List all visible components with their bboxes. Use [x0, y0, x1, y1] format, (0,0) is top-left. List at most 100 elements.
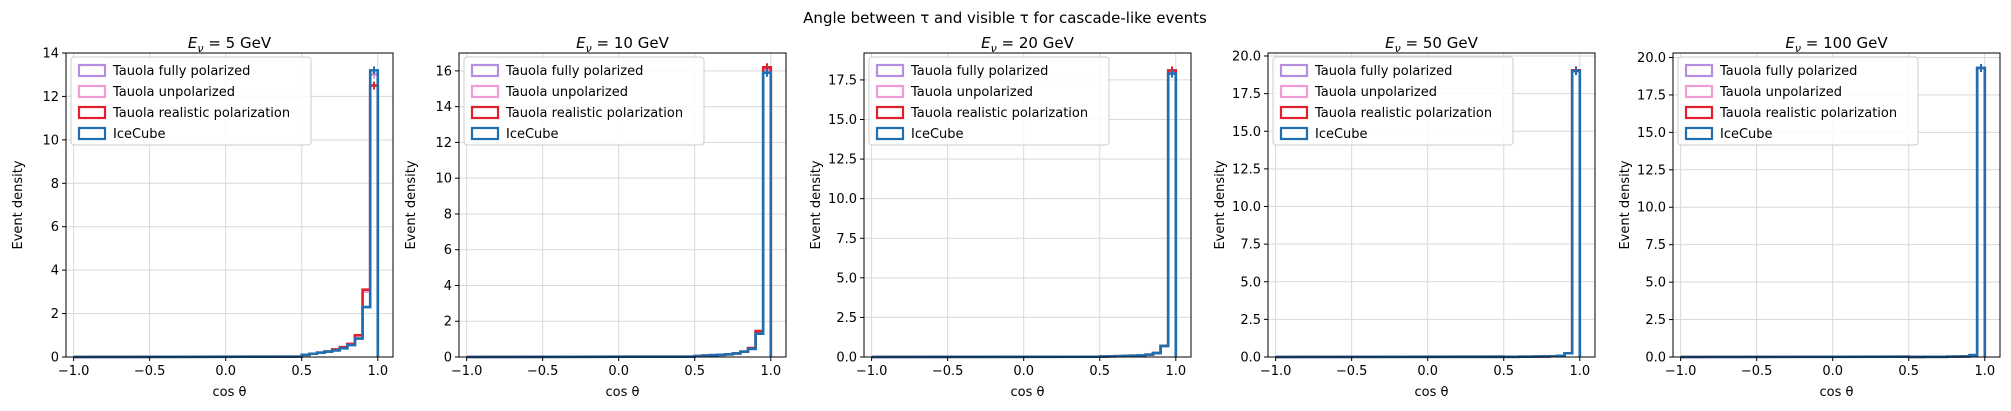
x-tick-label: −1.0: [451, 364, 483, 379]
legend-box: [868, 56, 1110, 146]
legend-box: [1677, 56, 1919, 146]
legend-swatch: [875, 126, 905, 141]
legend-swatch: [875, 84, 905, 99]
legend-swatch: [77, 84, 107, 99]
y-tick-label: 5.0: [836, 271, 857, 286]
x-tick-label: 0.5: [291, 364, 312, 379]
y-tick-label: 2.5: [1645, 313, 1666, 328]
tick-labels: −1.0 −0.5 0.0 0.5 1.0 0 2 4 6 8 10 12 14 16: [435, 64, 781, 379]
legend-entry: Tauola realistic polarization: [505, 106, 683, 121]
y-axis-label: Event density: [809, 160, 824, 249]
y-tick-label: 10: [42, 133, 59, 148]
y-axis-label: Event density: [1618, 160, 1633, 249]
y-tick-label: 17.5: [1232, 87, 1261, 102]
x-tick-label: −0.5: [1741, 364, 1773, 379]
x-tick-label: 0.5: [1089, 364, 1110, 379]
y-tick-label: 10.0: [828, 192, 857, 207]
chart-panel-5: −1.0 −0.5 0.0 0.5 1.0 0.0 2.5 5.0 7.5 10.0 12.5 15.…: [1618, 34, 2001, 400]
y-tick-label: 0.0: [1240, 351, 1261, 366]
y-tick-label: 6: [51, 220, 59, 235]
legend-entry: IceCube: [113, 127, 166, 142]
chart-panel-2: −1.0 −0.5 0.0 0.5 1.0 0 2 4 6 8 10 12 14 16 Eν = 10 Ge…: [404, 34, 787, 400]
x-axis-label: cos θ: [1011, 385, 1045, 400]
legend-swatch: [1279, 63, 1309, 78]
panel-title: Eν = 50 GeV: [1385, 34, 1478, 55]
y-tick-label: 17.5: [828, 73, 857, 88]
x-tick-label: 0.0: [1417, 364, 1438, 379]
x-tick-label: 1.0: [760, 364, 781, 379]
x-tick-label: 0.0: [215, 364, 236, 379]
y-tick-label: 15.0: [1637, 126, 1666, 141]
y-tick-label: 15.0: [1232, 125, 1261, 140]
tick-labels: −1.0 −0.5 0.0 0.5 1.0 0 2 4 6 8 10 12 14: [42, 47, 388, 380]
legend-box: [1272, 56, 1514, 146]
axes-frame: [65, 52, 394, 358]
legend-entry: Tauola realistic polarization: [112, 106, 290, 121]
legend-swatch: [470, 126, 500, 141]
legend-swatch: [1684, 105, 1714, 120]
x-tick-label: 0.0: [1822, 364, 1843, 379]
y-axis-label: Event density: [11, 160, 26, 249]
legend-swatch: [1279, 105, 1309, 120]
legend-box: [70, 56, 312, 146]
panel-title: Eν = 5 GeV: [188, 34, 272, 55]
legend-entry: Tauola realistic polarization: [1719, 106, 1897, 121]
y-tick-label: 0: [51, 351, 59, 366]
y-tick-label: 10: [435, 172, 452, 187]
x-tick-label: −0.5: [1336, 364, 1368, 379]
x-tick-label: 1.0: [1569, 364, 1590, 379]
y-tick-label: 10.0: [1637, 201, 1666, 216]
legend: Tauola fully polarized Tauola unpolarized…: [70, 56, 312, 146]
histogram-4: [871, 72, 1178, 359]
y-tick-label: 10.0: [1232, 200, 1261, 215]
y-tick-label: 2.5: [836, 311, 857, 326]
x-tick-label: 1.0: [367, 364, 388, 379]
y-axis-label: Event density: [404, 160, 419, 249]
chart-panel-4: −1.0 −0.5 0.0 0.5 1.0 0.0 2.5 5.0 7.5 10.0 12.5 15.…: [1213, 34, 1596, 400]
y-tick-label: 0.0: [1645, 351, 1666, 366]
legend-swatch: [470, 84, 500, 99]
y-tick-label: 20.0: [1232, 50, 1261, 65]
legend: Tauola fully polarized Tauola unpolarized…: [868, 56, 1110, 146]
y-tick-label: 7.5: [1645, 238, 1666, 253]
x-tick-label: 1.0: [1165, 364, 1186, 379]
legend-swatch: [470, 105, 500, 120]
legend-entry: IceCube: [911, 127, 964, 142]
x-tick-label: −0.5: [134, 364, 166, 379]
legend-entry: Tauola fully polarized: [1719, 64, 1857, 79]
y-tick-label: 12.5: [828, 153, 857, 168]
x-tick-label: −0.5: [932, 364, 964, 379]
legend-entry: Tauola fully polarized: [505, 64, 643, 79]
chart-panel-3: −1.0 −0.5 0.0 0.5 1.0 0.0 2.5 5.0 7.5 10.0 12.5 15.…: [809, 34, 1192, 400]
histogram-4: [73, 69, 380, 359]
legend: Tauola fully polarized Tauola unpolarized…: [1272, 56, 1514, 146]
axes-frame: [863, 52, 1192, 358]
legend-entry: IceCube: [506, 127, 559, 142]
y-tick-label: 14: [435, 100, 452, 115]
x-tick-label: −1.0: [1260, 364, 1292, 379]
axes-frame: [1672, 52, 2001, 358]
y-tick-label: 15.0: [828, 113, 857, 128]
panel-title: Eν = 10 GeV: [576, 34, 669, 55]
legend-entry: Tauola unpolarized: [112, 85, 235, 100]
x-tick-label: 0.0: [1013, 364, 1034, 379]
legend-swatch: [470, 63, 500, 78]
x-axis-label: cos θ: [213, 385, 247, 400]
legend-entry: Tauola realistic polarization: [1314, 106, 1492, 121]
x-tick-label: 0.5: [684, 364, 705, 379]
y-tick-label: 20.0: [1637, 51, 1666, 66]
y-tick-label: 12.5: [1232, 162, 1261, 177]
legend-swatch: [1684, 126, 1714, 141]
y-tick-label: 2: [444, 315, 452, 330]
histogram-series: [871, 66, 1178, 359]
tick-labels: −1.0 −0.5 0.0 0.5 1.0 0.0 2.5 5.0 7.5 10.0 12.5 15.…: [828, 73, 1186, 379]
legend-entry: Tauola fully polarized: [910, 64, 1048, 79]
y-tick-label: 0: [444, 351, 452, 366]
y-tick-label: 17.5: [1637, 88, 1666, 103]
y-tick-label: 4: [444, 279, 452, 294]
legend-swatch: [1684, 84, 1714, 99]
histogram-4: [466, 71, 773, 359]
legend-entry: Tauola fully polarized: [112, 64, 250, 79]
y-tick-label: 8: [51, 177, 59, 192]
